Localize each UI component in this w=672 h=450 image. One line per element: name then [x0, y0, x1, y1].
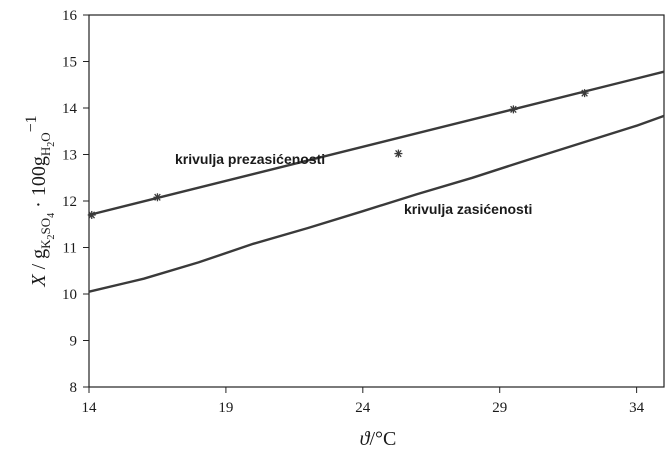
data-point-marker — [580, 89, 589, 98]
y-tick-label: 9 — [70, 334, 78, 350]
y-tick-label: 11 — [63, 241, 77, 257]
curves-layer — [88, 70, 665, 293]
y-tick-label: 12 — [62, 194, 77, 210]
series-line-0 — [88, 70, 665, 217]
x-tick-label: 14 — [82, 400, 98, 416]
y-axis-title: X / gK2SO4 · 100gH2O−1 — [23, 115, 57, 287]
x-tick-label: 19 — [218, 400, 233, 416]
y-tick-label: 15 — [62, 55, 77, 71]
x-tick-label: 24 — [355, 400, 371, 416]
y-tick-label: 14 — [62, 101, 78, 117]
y-tick-label: 10 — [62, 287, 77, 303]
ticks-layer: 14 19 24 29 34 8 9 10 11 12 13 14 15 16 — [62, 8, 645, 416]
curve-label-prezasicenosti: krivulja prezasićenosti — [175, 151, 325, 167]
y-tick-label: 8 — [70, 380, 78, 396]
curve-label-zasicenosti: krivulja zasićenosti — [404, 201, 532, 217]
data-point-marker — [87, 210, 96, 219]
plot-area-frame — [88, 14, 665, 388]
x-tick-label: 34 — [629, 400, 645, 416]
data-point-marker — [509, 105, 518, 114]
data-point-marker — [394, 149, 403, 158]
x-axis-title: ϑ/°C — [360, 428, 397, 450]
y-tick-label: 13 — [62, 148, 77, 164]
markers-layer — [87, 89, 589, 219]
x-tick-label: 29 — [492, 400, 507, 416]
series-line-1 — [88, 114, 665, 293]
y-tick-label: 16 — [62, 8, 78, 24]
data-point-marker — [153, 193, 162, 202]
